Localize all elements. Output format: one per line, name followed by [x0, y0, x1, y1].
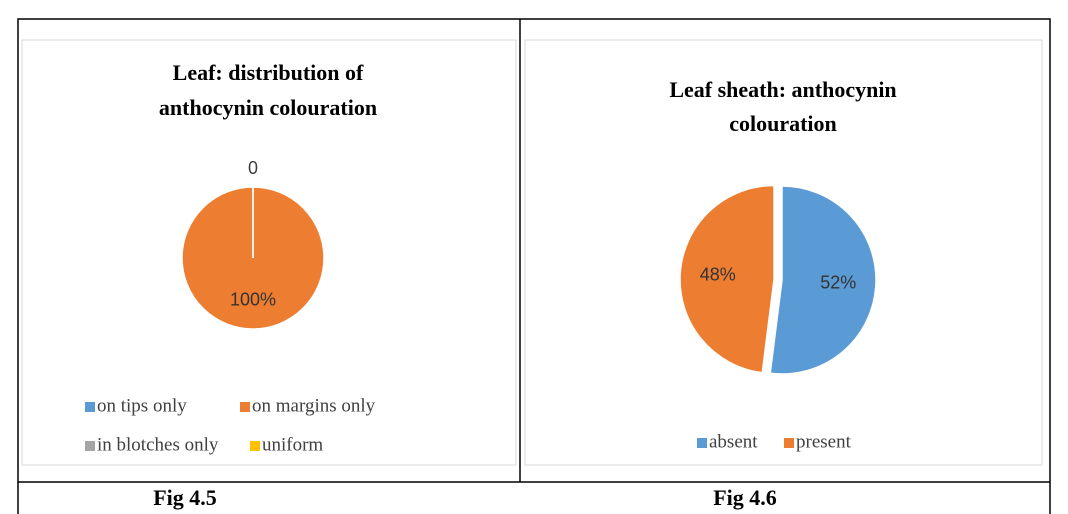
legend-swatch	[85, 402, 95, 412]
pie-slice	[679, 184, 775, 374]
chart-title: anthocynin colouration	[159, 95, 377, 120]
legend-swatch	[85, 441, 95, 451]
legend-label: in blotches only	[97, 434, 219, 455]
pie-slice	[769, 185, 877, 375]
table-border	[17, 18, 1051, 514]
chart-title: colouration	[729, 111, 837, 136]
legend-swatch	[250, 441, 260, 451]
caption: Fig 4.5	[153, 485, 217, 510]
legend-swatch	[784, 438, 794, 448]
legend-label: on tips only	[97, 395, 187, 416]
caption: Fig 4.6	[713, 485, 777, 510]
data-label: 0	[248, 158, 258, 178]
data-label: 52%	[820, 272, 856, 292]
chart-frame	[21, 39, 517, 466]
legend-label: present	[796, 431, 852, 452]
legend-label: uniform	[262, 434, 323, 455]
legend-label: absent	[709, 431, 758, 452]
legend-label: on margins only	[252, 395, 376, 416]
legend-swatch	[240, 402, 250, 412]
chart-title: Leaf: distribution of	[173, 60, 364, 85]
chart-frame	[524, 39, 1043, 466]
legend-swatch	[697, 438, 707, 448]
data-label: 48%	[700, 265, 736, 285]
chart-title: Leaf sheath: anthocynin	[669, 77, 896, 102]
data-label: 100%	[230, 289, 276, 309]
